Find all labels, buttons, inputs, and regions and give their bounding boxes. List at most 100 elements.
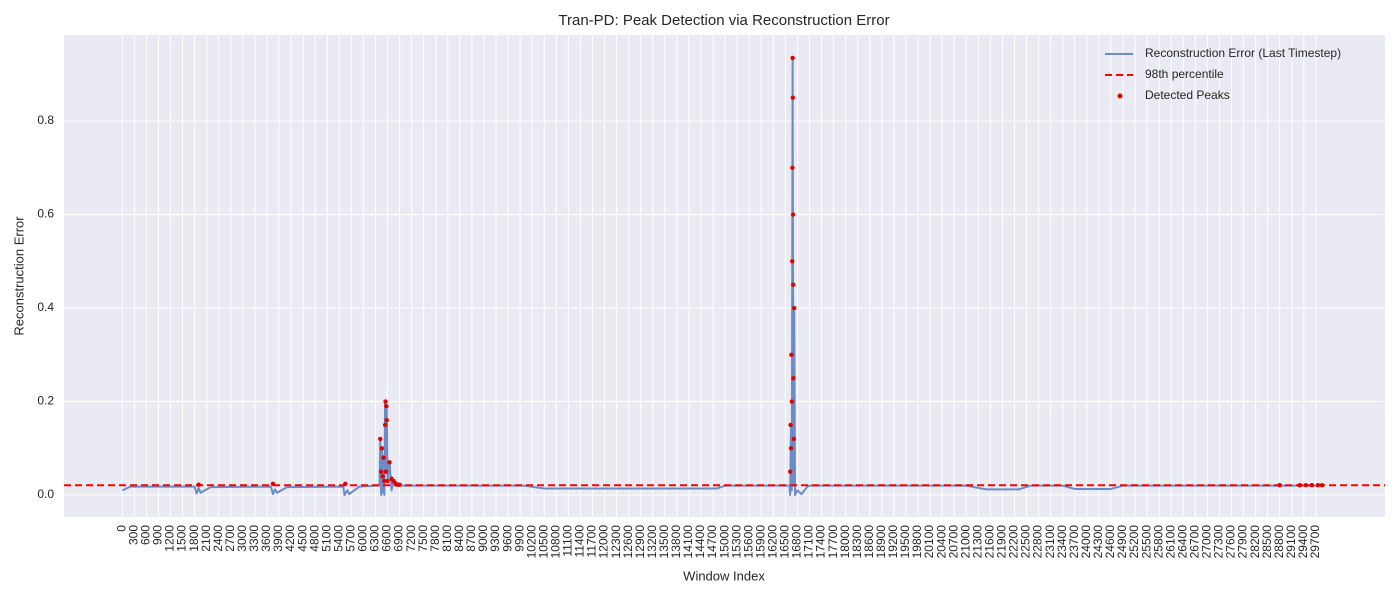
x-tick-label: 25200 [1127,525,1141,559]
peak-point [383,399,388,404]
peak-point [791,436,797,442]
x-tick-label: 5700 [344,525,358,552]
x-tick-label: 22800 [1031,525,1045,559]
x-tick-label: 25800 [1151,525,1165,559]
peak-point [791,282,796,287]
x-tick-label: 900 [151,525,165,545]
x-tick-label: 28500 [1260,525,1274,559]
x-tick-label: 18600 [862,525,876,559]
peak-point [788,422,793,428]
peak-point [1277,483,1282,488]
x-tick-label: 27600 [1224,525,1238,559]
x-tick-label: 12600 [621,525,635,559]
x-tick-label: 21300 [970,525,984,559]
x-tick-label: 4800 [307,525,321,552]
x-tick-label: 18000 [838,525,852,559]
peak-point [384,418,389,423]
x-tick-label: 4500 [295,525,309,552]
x-tick-label: 9600 [500,525,514,552]
x-tick-label: 7200 [404,525,418,552]
x-tick-label: 19500 [898,525,912,559]
peak-point [378,436,383,442]
peak-point [790,259,795,264]
peak-point [792,305,797,311]
chart-title: Tran-PD: Peak Detection via Reconstructi… [558,12,889,29]
peak-point [788,469,793,474]
x-tick-label: 5100 [319,525,333,552]
x-tick-label: 600 [139,525,153,545]
peak-point [382,478,387,484]
peak-point [270,481,276,487]
x-tick-label: 21000 [958,525,972,559]
x-tick-label: 6900 [392,525,406,552]
plot-background [64,35,1385,517]
peak-point [382,422,388,428]
x-tick-label: 26700 [1187,525,1201,559]
peak-point [790,165,795,170]
x-tick-label: 19800 [910,525,924,559]
legend-label: Reconstruction Error (Last Timestep) [1145,46,1341,60]
peak-point [788,446,794,451]
x-tick-label: 300 [127,525,141,545]
peak-point [790,55,795,61]
legend-label: 98th percentile [1145,67,1224,81]
y-tick-label: 0.8 [37,113,54,127]
x-tick-label: 23700 [1067,525,1081,559]
x-tick-label: 24600 [1103,525,1117,559]
peak-point [196,482,201,487]
x-tick-label: 24000 [1079,525,1093,559]
x-tick-label: 9000 [476,525,490,552]
x-tick-label: 17400 [814,525,828,559]
x-tick-label: 15600 [741,525,755,559]
x-tick-label: 4200 [283,525,297,552]
y-axis-label: Reconstruction Error [11,216,26,336]
x-tick-label: 3900 [271,525,285,552]
x-tick-label: 20700 [946,525,960,559]
x-tick-label: 6000 [356,525,370,552]
x-tick-label: 12000 [597,525,611,559]
peak-point [383,469,389,474]
legend-marker [1117,93,1123,99]
x-tick-label: 18300 [850,525,864,559]
x-tick-label: 13500 [657,525,671,559]
peak-point [789,352,794,357]
x-tick-label: 28200 [1248,525,1262,559]
x-tick-label: 1200 [163,525,177,552]
x-tick-label: 2100 [199,525,213,552]
x-tick-label: 27900 [1236,525,1250,559]
peak-point [1309,483,1315,488]
x-tick-label: 5400 [331,525,345,552]
x-tick-label: 2700 [223,525,237,552]
x-tick-label: 19200 [886,525,900,559]
peak-point [385,478,390,484]
x-tick-label: 20100 [922,525,936,559]
x-tick-label: 15300 [729,525,743,559]
x-tick-label: 8100 [440,525,454,552]
x-tick-label: 10800 [548,525,562,559]
x-tick-label: 7500 [416,525,430,552]
peak-point [1319,483,1325,488]
peak-point [378,469,384,474]
x-tick-label: 26100 [1163,525,1177,559]
peak-point [791,375,796,381]
x-tick-label: 9300 [488,525,502,552]
x-tick-label: 3300 [247,525,261,552]
x-tick-label: 16200 [766,525,780,559]
peak-point [381,455,386,460]
x-tick-label: 12300 [609,525,623,559]
x-tick-label: 8700 [464,525,478,552]
y-tick-label: 0.2 [37,394,54,408]
x-tick-label: 21900 [995,525,1009,559]
peak-point [1315,483,1321,488]
x-tick-label: 20400 [934,525,948,559]
x-tick-label: 10500 [536,525,550,559]
peak-point [1303,483,1309,488]
x-tick-label: 22200 [1007,525,1021,559]
x-tick-label: 14400 [693,525,707,559]
x-tick-label: 23400 [1055,525,1069,559]
x-tick-label: 28800 [1272,525,1286,559]
x-tick-label: 24900 [1115,525,1129,559]
peak-point [790,95,796,100]
legend-label: Detected Peaks [1145,88,1230,102]
